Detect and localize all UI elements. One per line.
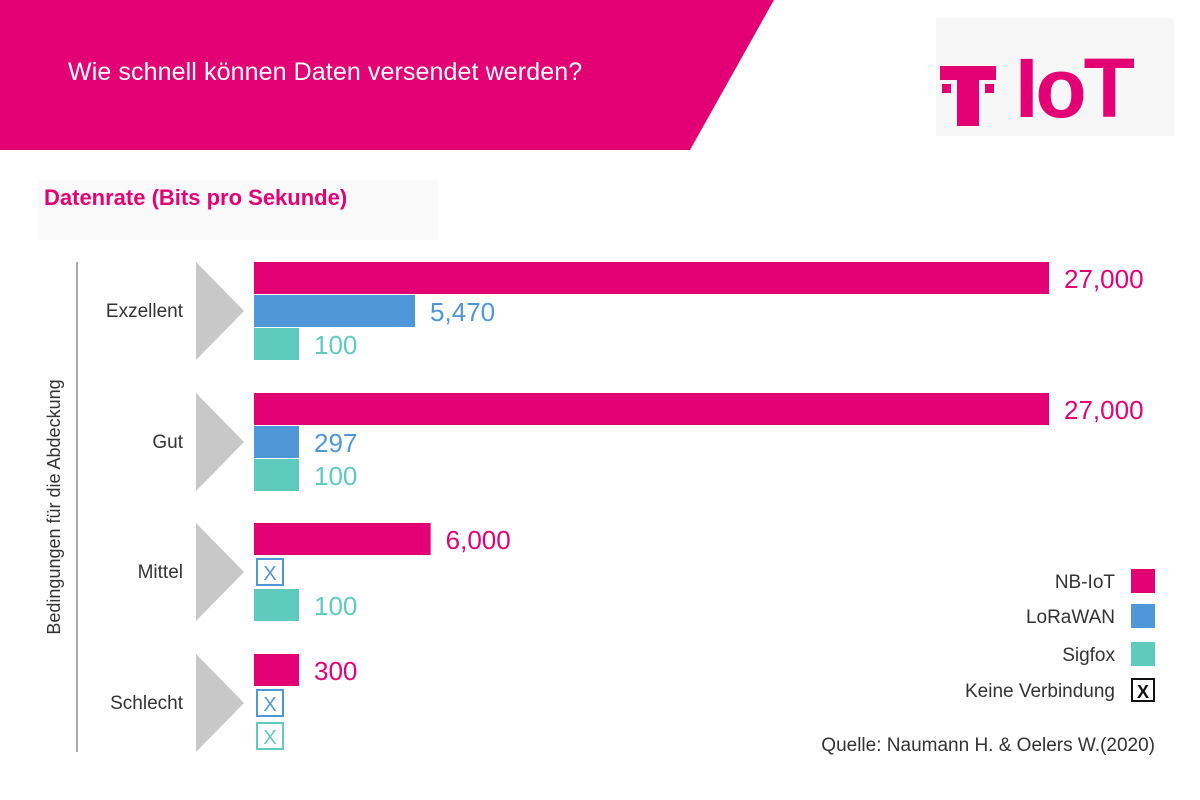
category-arrow-icon: [196, 262, 244, 360]
category-arrow-icon: [196, 654, 244, 752]
bar: [254, 426, 299, 458]
bar: [254, 328, 299, 360]
data-label: 6,000: [446, 525, 511, 555]
bar: [254, 654, 299, 686]
bar: [254, 523, 431, 555]
data-label: 297: [314, 428, 357, 458]
legend-label: Sigfox: [1062, 645, 1115, 666]
category-label: Gut: [152, 432, 183, 453]
bar: [254, 393, 1049, 425]
legend-swatch: [1131, 604, 1155, 628]
legend-label: Keine Verbindung: [965, 681, 1115, 702]
no-connection-box: [256, 722, 284, 750]
header-banner: [0, 0, 774, 150]
legend-no-connection-mark: X: [1137, 682, 1149, 702]
legend-swatch: [1131, 642, 1155, 666]
chart-title: Datenrate (Bits pro Sekunde): [44, 185, 348, 210]
category-label: Exzellent: [106, 301, 184, 322]
chart-title-background: [38, 180, 438, 240]
no-connection-mark: X: [263, 727, 276, 749]
bar: [254, 295, 416, 327]
data-label: 27,000: [1064, 395, 1144, 425]
y-axis-label: Bedingungen für die Abdeckung: [44, 379, 64, 634]
data-label: 100: [314, 330, 357, 360]
data-label: 300: [314, 656, 357, 686]
category-label: Schlecht: [110, 693, 184, 714]
data-label: 100: [314, 461, 357, 491]
legend-label: NB-IoT: [1055, 572, 1116, 593]
data-label: 100: [314, 591, 357, 621]
page-title: Wie schnell können Daten versendet werde…: [68, 58, 583, 86]
legend-no-connection-box: [1131, 678, 1155, 702]
legend-label: LoRaWAN: [1026, 607, 1115, 628]
bar-chart: Bedingungen für die Abdeckung Exzellent 27…: [44, 262, 1155, 756]
data-label: 5,470: [430, 297, 495, 327]
category-arrow-icon: [196, 393, 244, 491]
no-connection-mark: X: [263, 563, 276, 585]
category-label: Mittel: [138, 562, 183, 583]
no-connection-mark: X: [263, 694, 276, 716]
logo-text: IoT: [1015, 41, 1135, 135]
no-connection-box: [256, 689, 284, 717]
category-arrow-icon: [196, 523, 244, 621]
legend-swatch: [1131, 569, 1155, 593]
bar: [254, 589, 299, 621]
no-connection-box: [256, 558, 284, 586]
telekom-t-logo-icon: [940, 66, 996, 126]
source-note: Quelle: Naumann H. & Oelers W.(2020): [821, 735, 1155, 756]
data-label: 27,000: [1064, 264, 1144, 294]
bar: [254, 459, 299, 491]
bar: [254, 262, 1049, 294]
